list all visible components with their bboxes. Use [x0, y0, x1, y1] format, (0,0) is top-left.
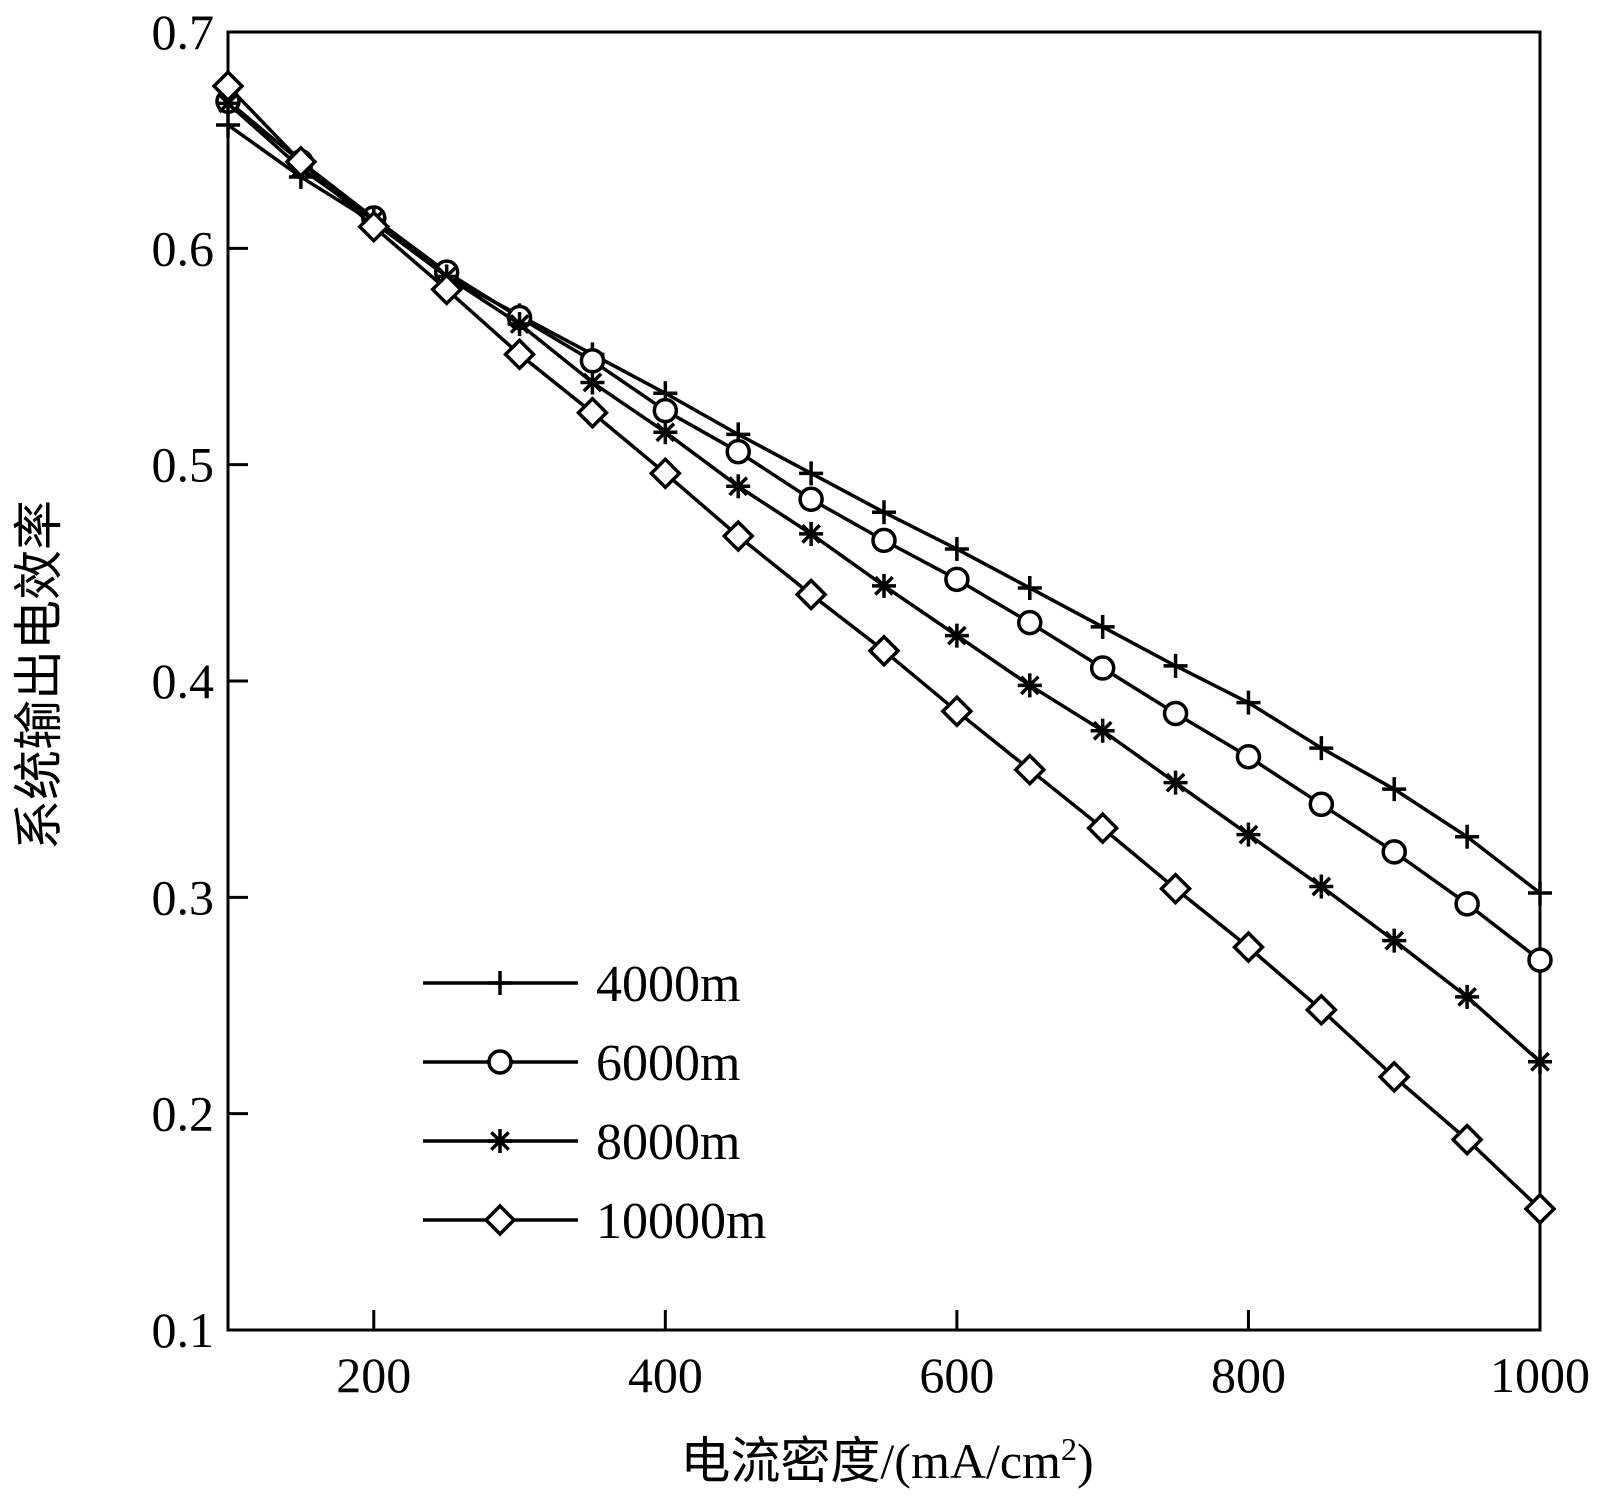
- asterisk-marker: [872, 573, 896, 598]
- legend-item: 8000m: [423, 1114, 740, 1171]
- axis-ticks: 200 400 600 800 1000 0.1 0.2 0.3 0.4 0.5 0.6 0.7: [152, 4, 1591, 1403]
- plus-marker: [1528, 881, 1552, 906]
- y-tick-label: 0.2: [152, 1086, 215, 1142]
- plus-marker: [1309, 736, 1334, 761]
- x-axis-title-sup: 2: [1061, 1431, 1077, 1467]
- circle-marker: [1017, 609, 1043, 636]
- plus-marker: [799, 461, 824, 486]
- plus-marker: [1090, 614, 1115, 639]
- legend: 4000m 6000m 8000m 10000m: [423, 956, 766, 1250]
- legend-item: 6000m: [423, 1035, 740, 1092]
- circle-marker: [944, 566, 970, 593]
- circle-marker: [1089, 655, 1116, 681]
- series-4000m: [216, 113, 1552, 906]
- y-tick-label: 0.1: [152, 1302, 215, 1358]
- asterisk-marker: [799, 521, 824, 546]
- asterisk-marker: [1017, 673, 1042, 698]
- plus-marker: [1455, 824, 1480, 849]
- asterisk-marker: [1236, 822, 1261, 847]
- diamond-marker: [648, 456, 682, 490]
- legend-label: 8000m: [596, 1114, 740, 1171]
- diamond-marker: [1159, 872, 1193, 906]
- asterisk-marker: [653, 420, 678, 445]
- circle-marker: [1162, 700, 1189, 727]
- diamond-marker: [1086, 811, 1120, 845]
- y-tick-label: 0.5: [152, 437, 215, 493]
- plus-marker: [488, 971, 512, 995]
- plus-marker: [1017, 575, 1042, 600]
- y-tick-label: 0.6: [152, 220, 215, 276]
- circle-marker: [487, 1049, 513, 1075]
- diamond-marker: [940, 694, 974, 728]
- diamond-marker: [794, 577, 828, 611]
- legend-item: 4000m: [423, 956, 740, 1013]
- plus-marker: [1163, 653, 1188, 678]
- asterisk-marker: [1309, 874, 1334, 899]
- diamond-marker: [721, 519, 755, 553]
- diamond-marker: [483, 1203, 517, 1237]
- diamond-marker: [1304, 993, 1338, 1027]
- diamond-marker: [503, 337, 537, 371]
- x-axis-title-tail: ): [1077, 1433, 1094, 1489]
- asterisk-marker: [1163, 770, 1188, 795]
- asterisk-marker: [1528, 1049, 1552, 1074]
- x-tick-label: 600: [919, 1347, 994, 1403]
- diamond-marker: [284, 145, 318, 179]
- y-axis-title: 系统输出电效率: [11, 500, 67, 850]
- circle-marker: [871, 527, 897, 554]
- circle-marker: [579, 348, 606, 374]
- series-10000m: [211, 69, 1557, 1226]
- plus-marker: [1236, 690, 1261, 715]
- x-tick-label: 800: [1211, 1347, 1286, 1403]
- asterisk-marker: [1455, 984, 1480, 1009]
- plus-marker: [872, 500, 896, 525]
- series-8000m: [216, 91, 1552, 1074]
- asterisk-marker: [1382, 928, 1407, 953]
- diamond-marker: [1013, 753, 1047, 787]
- circle-marker: [1527, 947, 1553, 973]
- circle-marker: [1308, 791, 1335, 818]
- plus-marker: [216, 113, 240, 138]
- y-tick-label: 0.4: [152, 653, 215, 709]
- plot-frame: [226, 30, 1542, 1332]
- diamond-marker: [211, 69, 245, 103]
- x-tick-label: 200: [336, 1347, 411, 1403]
- circle-marker: [725, 438, 751, 465]
- diamond-marker: [430, 272, 464, 306]
- plus-marker: [944, 537, 969, 562]
- circle-marker: [1381, 839, 1407, 865]
- legend-item: 10000m: [423, 1193, 766, 1250]
- asterisk-marker: [1090, 718, 1115, 743]
- diamond-marker: [1377, 1060, 1411, 1094]
- series-layer: [211, 69, 1557, 1226]
- asterisk-marker: [580, 370, 605, 395]
- asterisk-marker: [507, 312, 532, 337]
- x-tick-label: 1000: [1490, 1347, 1590, 1403]
- diamond-marker: [1523, 1192, 1557, 1226]
- x-axis-title-main: 电流密度/(mA/cm: [680, 1433, 1061, 1489]
- circle-marker: [1235, 743, 1262, 770]
- x-axis-title: 电流密度/(mA/cm2): [680, 1431, 1093, 1489]
- asterisk-marker: [726, 474, 751, 499]
- diamond-marker: [357, 210, 391, 244]
- asterisk-marker: [216, 91, 240, 116]
- circle-marker: [798, 486, 824, 513]
- circle-marker: [1454, 891, 1480, 917]
- diamond-marker: [575, 396, 609, 430]
- series-6000m: [215, 88, 1553, 973]
- plus-marker: [1382, 777, 1407, 802]
- circle-marker: [652, 397, 679, 424]
- y-tick-label: 0.3: [152, 869, 215, 925]
- diamond-marker: [1450, 1123, 1484, 1157]
- legend-label: 6000m: [596, 1035, 740, 1092]
- asterisk-marker: [488, 1129, 512, 1153]
- diamond-marker: [867, 634, 901, 668]
- asterisk-marker: [944, 623, 969, 648]
- y-tick-label: 0.7: [152, 4, 215, 60]
- legend-label: 10000m: [596, 1193, 766, 1250]
- x-tick-label: 400: [628, 1347, 703, 1403]
- legend-label: 4000m: [596, 956, 740, 1013]
- diamond-marker: [1231, 930, 1265, 964]
